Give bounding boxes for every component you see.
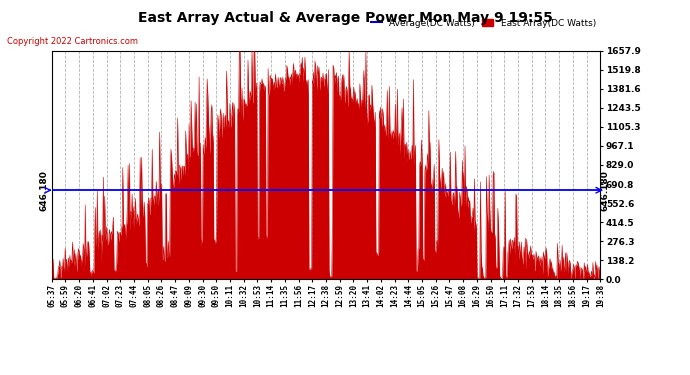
Legend: Average(DC Watts), East Array(DC Watts): Average(DC Watts), East Array(DC Watts) — [371, 18, 595, 27]
Text: East Array Actual & Average Power Mon May 9 19:55: East Array Actual & Average Power Mon Ma… — [137, 11, 553, 25]
Text: 646.180: 646.180 — [600, 170, 609, 211]
Text: Copyright 2022 Cartronics.com: Copyright 2022 Cartronics.com — [7, 38, 138, 46]
